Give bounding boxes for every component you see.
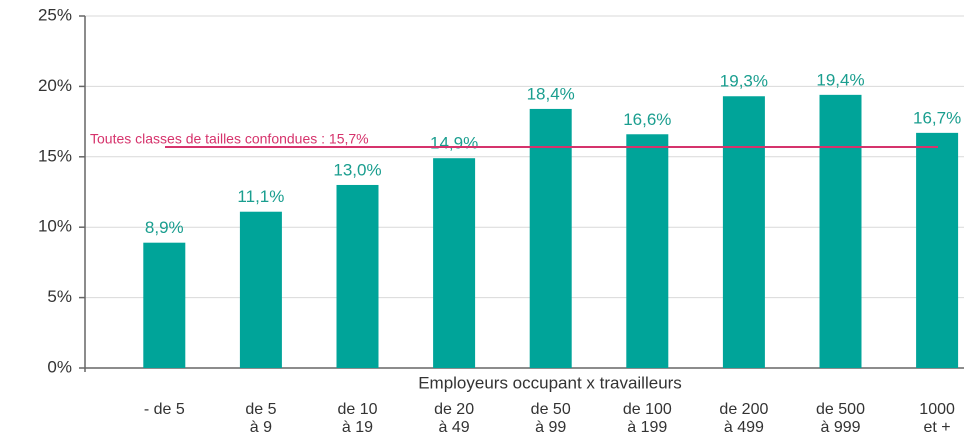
- x-tick-label: de 10: [337, 401, 377, 418]
- x-tick-label: de 50: [531, 401, 571, 418]
- x-tick-label: de 20: [434, 401, 474, 418]
- x-tick-label: à 199: [627, 419, 667, 436]
- x-tick-label: de 5: [245, 401, 276, 418]
- x-tick-label: et +: [924, 419, 951, 436]
- x-tick-label: à 9: [250, 419, 272, 436]
- x-tick-label: à 49: [439, 419, 470, 436]
- x-tick-label: à 999: [820, 419, 860, 436]
- y-tick-label: 0%: [47, 357, 72, 376]
- bar: [722, 96, 765, 369]
- x-tick-label: de 200: [719, 401, 768, 418]
- bar: [916, 132, 959, 368]
- value-label: 11,1%: [237, 187, 284, 206]
- y-tick-label: 25%: [38, 5, 72, 24]
- bar: [819, 94, 862, 369]
- x-tick-label: à 19: [342, 419, 373, 436]
- value-label: 19,4%: [816, 70, 864, 89]
- y-tick-label: 5%: [47, 287, 72, 306]
- value-label: 8,9%: [145, 218, 184, 237]
- x-axis-label: Employeurs occupant x travailleurs: [418, 373, 682, 392]
- value-label: 16,7%: [913, 108, 961, 127]
- reference-label: Toutes classes de tailles confondues : 1…: [90, 131, 369, 147]
- bar: [433, 158, 476, 368]
- bar: [336, 184, 379, 368]
- bar: [239, 211, 282, 368]
- x-tick-label: à 499: [724, 419, 764, 436]
- y-tick-label: 15%: [38, 146, 72, 165]
- bar: [626, 134, 669, 368]
- x-tick-label: de 100: [623, 401, 672, 418]
- value-label: 19,3%: [720, 72, 768, 91]
- y-tick-label: 20%: [38, 76, 72, 95]
- value-label: 14,9%: [430, 134, 478, 153]
- x-tick-label: à 99: [535, 419, 566, 436]
- x-tick-label: de 500: [816, 401, 865, 418]
- y-tick-label: 10%: [38, 217, 72, 236]
- value-label: 16,6%: [623, 110, 671, 129]
- bar: [529, 108, 572, 368]
- bar: [143, 242, 186, 368]
- x-tick-label: - de 5: [144, 401, 185, 418]
- value-label: 18,4%: [527, 84, 575, 103]
- x-tick-label: 1000: [919, 401, 955, 418]
- value-label: 13,0%: [333, 160, 381, 179]
